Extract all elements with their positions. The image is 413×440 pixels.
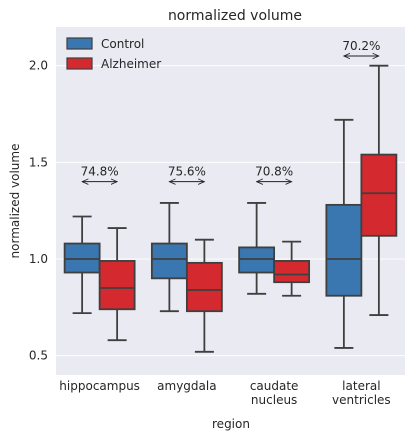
y-tick-label: 1.5: [29, 155, 48, 169]
x-axis-label: region: [212, 417, 250, 431]
box-iqr: [325, 203, 363, 297]
box-iqr: [150, 242, 188, 280]
box-iqr: [238, 246, 276, 274]
legend-label-alzheimer: Alzheimer: [101, 57, 161, 71]
x-tick-label: hippocampus: [59, 379, 140, 393]
box-iqr: [98, 260, 136, 311]
legend-label-control: Control: [101, 37, 144, 51]
legend-swatch-alzheimer: [66, 57, 93, 70]
box-control-2: [238, 202, 276, 295]
y-tick-label: 0.5: [29, 349, 48, 363]
y-tick-label: 1.0: [29, 252, 48, 266]
annotation-label: 70.8%: [255, 165, 293, 179]
box-alzheimer-1: [185, 238, 223, 353]
annotation-label: 70.2%: [342, 39, 380, 53]
box-alzheimer-2: [273, 240, 311, 297]
x-tick-label: nucleus: [251, 393, 297, 407]
box-iqr: [185, 261, 223, 313]
box-control-0: [63, 215, 101, 315]
box-alzheimer-3: [360, 64, 398, 316]
annotation-label: 75.6%: [168, 165, 206, 179]
chart-title: normalized volume: [168, 8, 302, 24]
box-iqr: [360, 153, 398, 237]
plot-background: [56, 27, 405, 375]
box-alzheimer-0: [98, 227, 136, 342]
x-tick-label: amygdala: [157, 379, 216, 393]
x-tick-label: lateral: [342, 379, 380, 393]
x-tick-label: ventricles: [332, 393, 391, 407]
x-tick-label: caudate: [250, 379, 299, 393]
y-tick-label: 2.0: [29, 59, 48, 73]
box-control-1: [150, 202, 188, 313]
box-control-3: [325, 118, 363, 349]
y-axis-label: normalized volume: [8, 144, 22, 259]
legend-swatch-control: [66, 37, 93, 50]
annotation-label: 74.8%: [81, 165, 119, 179]
box-iqr: [273, 260, 311, 284]
box-iqr: [63, 242, 101, 274]
